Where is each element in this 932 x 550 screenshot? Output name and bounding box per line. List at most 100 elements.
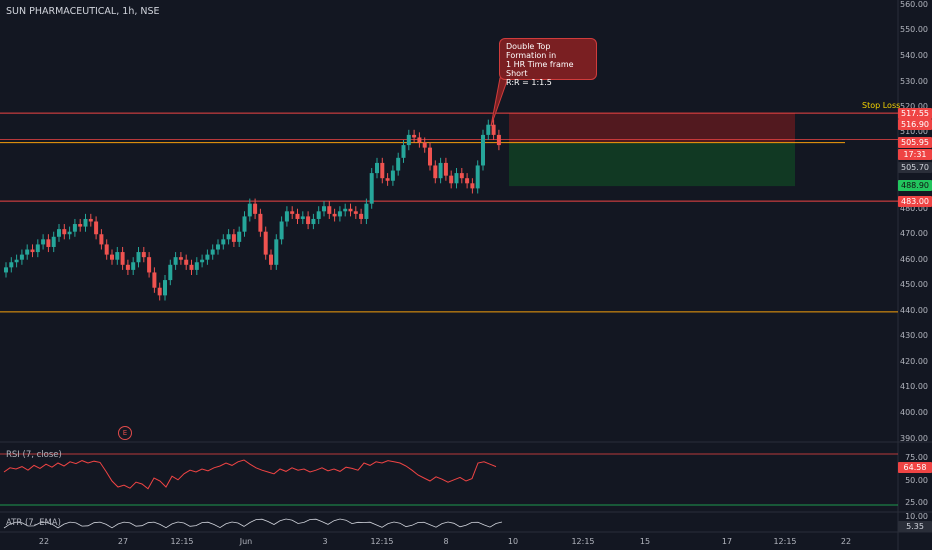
annotation-line-4: R:R = 1:1.5 (506, 78, 552, 87)
candle-body (438, 162, 443, 179)
candle-body (290, 211, 295, 214)
candle-body (406, 134, 411, 146)
price-tick: 450.00 (900, 280, 928, 289)
price-tick: 430.00 (900, 331, 928, 340)
candle-body (375, 162, 379, 174)
candle-body (327, 206, 332, 214)
price-tick: 440.00 (900, 306, 928, 315)
candle-body (110, 254, 114, 260)
candle-body (221, 239, 226, 245)
candle-body (173, 257, 178, 265)
rsi-line (3, 459, 497, 490)
candle-body (284, 211, 289, 222)
rsi-label[interactable]: RSI (7, close) (6, 450, 62, 460)
candle-body (62, 229, 67, 235)
candle-body (428, 147, 432, 166)
candle-body (30, 249, 35, 253)
price-tick: 560.00 (900, 0, 928, 9)
candle-body (274, 239, 279, 265)
candle-body (348, 208, 353, 212)
candle-body (210, 249, 215, 255)
price-tick: 410.00 (900, 382, 928, 391)
candle-body (41, 239, 46, 245)
time-tick: 12:15 (170, 537, 194, 546)
high-price-box: 516.90 (898, 119, 932, 130)
candle-body (25, 249, 30, 255)
time-tick: 27 (117, 537, 129, 546)
price-tick: 470.00 (900, 229, 928, 238)
candle-body (35, 244, 40, 253)
current-price-box: 505.70 (898, 162, 932, 173)
candle-body (83, 218, 88, 227)
candle-body (200, 259, 205, 263)
candle-body (443, 162, 448, 176)
candle-body (316, 211, 321, 219)
time-tick: 12:15 (370, 537, 394, 546)
symbol-title[interactable]: SUN PHARMACEUTICAL, 1h, NSE (6, 6, 160, 17)
time-tick: 22 (38, 537, 50, 546)
price-tick: 550.00 (900, 25, 928, 34)
price-tick: 400.00 (900, 408, 928, 417)
rsi-tick: 50.00 (905, 476, 928, 485)
candle-body (216, 244, 220, 250)
candle-body (72, 224, 77, 232)
candle-body (475, 165, 480, 189)
candle-body (470, 183, 475, 189)
candle-body (481, 134, 485, 166)
time-tick: 22 (840, 537, 852, 546)
annotation-line-1: Double Top Formation in (506, 42, 557, 60)
candle-body (131, 262, 136, 270)
candle-body (258, 213, 263, 232)
time-tick: 15 (639, 537, 651, 546)
candle-body (157, 287, 162, 296)
time-tick: 10 (507, 537, 519, 546)
candle-body (412, 134, 417, 138)
support-price-box: 483.00 (898, 196, 932, 207)
candle-body (465, 178, 470, 184)
price-tick: 540.00 (900, 51, 928, 60)
candle-body (269, 254, 273, 265)
atr-line (3, 518, 503, 529)
candle-body (496, 134, 501, 146)
candle-body (433, 165, 438, 179)
candle-body (322, 206, 326, 212)
candle-body (337, 211, 342, 217)
time-tick: 12:15 (571, 537, 595, 546)
candle-body (486, 124, 491, 135)
annotation-line-3: Short (506, 69, 528, 78)
time-tick: Jun (239, 537, 253, 546)
candle-body (422, 142, 427, 148)
trade-annotation[interactable]: Double Top Formation in 1 HR Time frame … (499, 38, 597, 87)
candle-body (194, 262, 199, 270)
candle-body (242, 216, 247, 232)
earnings-event-marker[interactable]: E (118, 426, 132, 440)
candle-body (401, 145, 406, 158)
candle-body (237, 231, 242, 242)
rsi-value-box: 64.58 (898, 462, 932, 473)
candle-body (205, 254, 210, 260)
candle-body (343, 208, 348, 212)
candle-body (78, 224, 83, 227)
candle-body (306, 216, 311, 225)
candle-body (163, 280, 167, 296)
candle-body (104, 244, 109, 255)
candle-body (14, 259, 19, 263)
time-tick: 3 (322, 537, 328, 546)
candle-body (247, 203, 252, 217)
candle-body (385, 178, 390, 181)
price-tick: 510.00 (900, 127, 928, 136)
atr-tick: 10.00 (905, 512, 928, 521)
candle-body (9, 262, 14, 268)
time-tick: 12:15 (773, 537, 797, 546)
time-tick: 8 (443, 537, 449, 546)
candle-body (311, 218, 316, 225)
candle-body (4, 267, 8, 273)
candle-body (189, 264, 194, 270)
candle-body (94, 221, 99, 235)
candle-body (120, 252, 125, 265)
atr-label[interactable]: ATR (7, EMA) (6, 518, 61, 528)
stop-loss-zone (509, 113, 795, 143)
rsi-tick: 75.00 (905, 453, 928, 462)
price-tick: 420.00 (900, 357, 928, 366)
